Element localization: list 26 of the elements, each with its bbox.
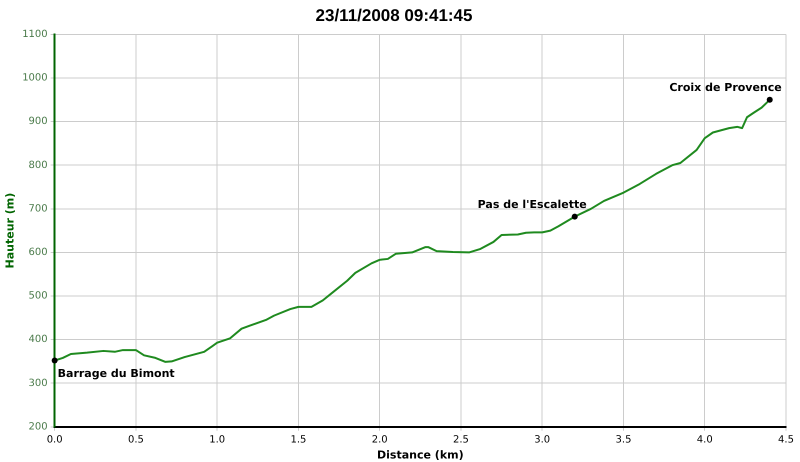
x-tick-label: 0.0: [46, 434, 63, 446]
y-tick-label: 400: [28, 334, 48, 346]
y-tick-label: 500: [28, 290, 48, 302]
annotation: Pas de l'Escalette: [478, 198, 587, 212]
x-tick-label: 3.0: [534, 434, 550, 446]
x-tick-label: 4.0: [696, 434, 713, 446]
y-tick-label: 800: [28, 160, 48, 171]
annotation: Croix de Provence: [669, 81, 782, 94]
x-tick-label: 1.0: [209, 434, 226, 446]
x-tick-label: 0.5: [128, 434, 144, 446]
y-axis-title: Hauteur (m): [3, 192, 16, 268]
y-tick-label: 900: [28, 116, 48, 128]
y-tick-label: 1100: [22, 28, 48, 40]
x-axis-title: Distance (km): [377, 448, 464, 462]
x-tick-label: 1.5: [290, 434, 306, 446]
y-tick-label: 600: [28, 246, 48, 258]
x-tick-label: 3.5: [616, 434, 632, 446]
y-tick-label: 200: [28, 421, 48, 432]
x-tick-label: 4.5: [778, 434, 794, 446]
x-tick-label: 2.5: [453, 434, 469, 446]
annotation: Barrage du Bimont: [58, 366, 175, 380]
y-tick-label: 300: [28, 378, 48, 389]
chart-title: 23/11/2008 09:41:45: [316, 6, 472, 25]
y-tick-label: 1000: [22, 72, 48, 84]
y-tick-label: 700: [28, 203, 48, 214]
x-tick-label: 2.0: [372, 434, 388, 446]
